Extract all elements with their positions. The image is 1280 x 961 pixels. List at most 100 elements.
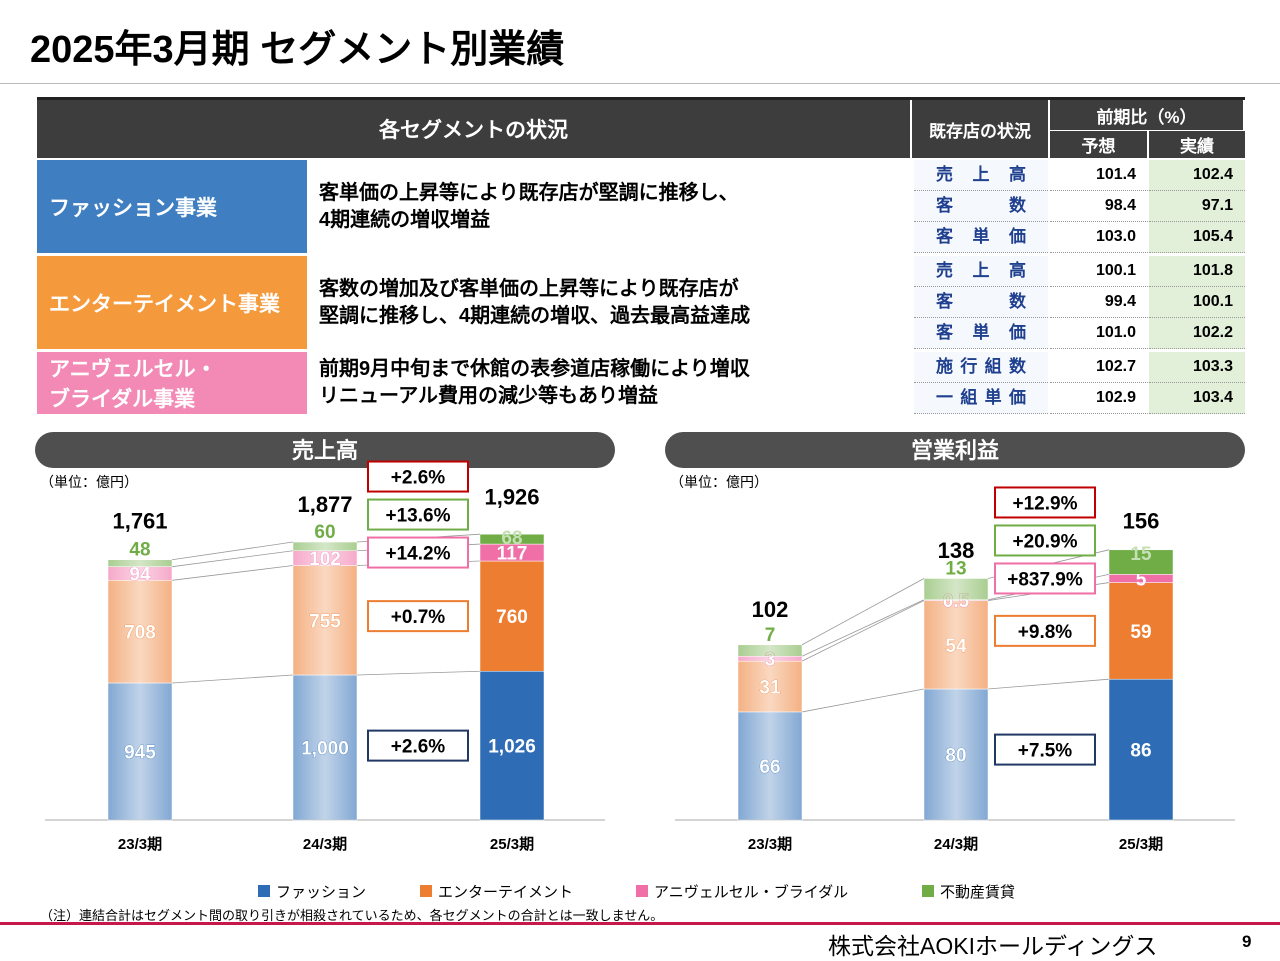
bar-segment <box>107 559 173 567</box>
forecast-value: 102.9 <box>1050 383 1148 414</box>
total-label: 102 <box>752 597 789 622</box>
segment-description: 客数の増加及び客単価の上昇等により既存店が 堅調に推移し、4期連続の増収、過去最高… <box>307 256 912 349</box>
x-tick-label: 23/3期 <box>118 835 162 853</box>
x-tick-label: 25/3期 <box>490 835 534 853</box>
total-label: 156 <box>1123 509 1160 534</box>
segment-label: 117 <box>497 544 528 565</box>
change-box <box>367 536 469 569</box>
segment-label: 86 <box>1130 741 1151 762</box>
segment-label: 1,000 <box>301 739 349 760</box>
change-label: +14.2% <box>386 544 451 565</box>
bar-segment <box>479 670 545 821</box>
segment-name-line: アニヴェルセル・ <box>49 358 217 381</box>
legend-swatch <box>636 885 648 897</box>
connector <box>171 565 294 581</box>
segment-label: 102 <box>309 549 341 570</box>
connector <box>171 550 294 568</box>
panel-header <box>665 432 1245 468</box>
segment-label: 54 <box>945 636 967 657</box>
segment-label: 66 <box>759 757 780 778</box>
bar-segment <box>292 674 358 821</box>
description-line: 4期連続の増収増益 <box>319 208 491 231</box>
total-label: 138 <box>938 538 975 563</box>
bar-segment <box>923 688 989 821</box>
total-label: 1,761 <box>112 509 167 534</box>
title-rule <box>0 83 1280 84</box>
footer-rule <box>0 922 1280 925</box>
segment-label: 80 <box>945 746 966 767</box>
forecast-value: 101.4 <box>1050 160 1148 191</box>
segment-description: 前期9月中旬まで休館の表参道店稼働により増収 リニューアル費用の減少等もあり増益 <box>307 352 912 414</box>
change-label: +837.9% <box>1007 569 1083 590</box>
bar-segment <box>1108 582 1174 680</box>
description-line: リニューアル費用の減少等もあり増益 <box>319 385 658 407</box>
change-box <box>994 524 1096 557</box>
legend-label: ファッション <box>276 884 366 901</box>
bar-segment <box>737 711 803 821</box>
change-label: +2.6% <box>391 468 446 489</box>
description-line: 客単価の上昇等により既存店が堅調に推移し、 <box>319 181 739 204</box>
header-cell: 各セグメントの状況 <box>37 100 912 158</box>
change-box <box>994 614 1096 647</box>
metric-label: 客数 <box>914 287 1048 318</box>
change-label: +7.5% <box>1018 741 1073 762</box>
segment-name-line: エンターテイメント事業 <box>49 292 280 316</box>
unit-label: （単位：億円） <box>40 474 138 490</box>
unit-label: （単位：億円） <box>670 474 768 490</box>
segment-name: アニヴェルセル・ ブライダル事業 <box>37 352 307 414</box>
legend-swatch <box>258 885 270 897</box>
legend-swatch <box>420 885 432 897</box>
change-label: +9.8% <box>1018 622 1073 643</box>
page-number: 9 <box>1242 932 1252 951</box>
segment-label: 1,026 <box>488 737 536 758</box>
change-label: +13.6% <box>386 506 451 527</box>
header-cell: 実績 <box>1149 131 1245 158</box>
actual-value: 100.1 <box>1149 287 1245 318</box>
actual-value: 103.3 <box>1149 352 1245 383</box>
segment-label: 3 <box>765 650 776 671</box>
change-box <box>994 733 1096 766</box>
description-line: 堅調に推移し、4期連続の増収、過去最高益達成 <box>319 304 751 327</box>
bar-segment <box>292 565 358 676</box>
connector <box>801 600 925 662</box>
change-box <box>367 460 469 493</box>
legend-label: 不動産賃貸 <box>940 884 1015 901</box>
connector <box>171 541 294 561</box>
metric-label: 施行組数 <box>914 352 1048 383</box>
segment-label: 94 <box>129 565 151 586</box>
metric-label: 客単価 <box>914 222 1048 253</box>
segment-label: 59 <box>1130 622 1151 643</box>
table-top-bar <box>37 97 1245 101</box>
bar-segment <box>479 533 545 545</box>
segment-label: 5 <box>1136 569 1147 590</box>
change-label: +12.9% <box>1013 493 1078 514</box>
segment-label: 68 <box>501 528 522 549</box>
bar-segment <box>479 560 545 672</box>
header-cell: 既存店の状況 <box>912 100 1050 158</box>
forecast-value: 101.0 <box>1050 318 1148 349</box>
segment-name: エンターテイメント事業 <box>37 256 307 349</box>
change-box <box>994 486 1096 519</box>
x-tick-label: 24/3期 <box>303 835 347 853</box>
segment-name-line: ブライダル事業 <box>49 388 196 411</box>
segment-label: 15 <box>1130 544 1152 565</box>
chart-title: 営業利益 <box>911 438 999 463</box>
bar-segment <box>923 600 989 690</box>
connector <box>801 578 925 646</box>
metric-label: 売上高 <box>914 256 1048 287</box>
metric-label: 客数 <box>914 191 1048 222</box>
bar-segment <box>1108 549 1174 575</box>
actual-value: 102.4 <box>1149 160 1245 191</box>
bar-segment <box>292 541 358 551</box>
connector <box>987 678 1110 690</box>
connector <box>171 674 294 684</box>
bar-segment <box>923 578 989 601</box>
connector <box>801 599 925 657</box>
forecast-value: 102.7 <box>1050 352 1148 383</box>
legend-swatch <box>922 885 934 897</box>
x-tick-label: 24/3期 <box>934 835 978 853</box>
metric-label: 一組単価 <box>914 383 1048 414</box>
total-label: 1,877 <box>297 492 352 517</box>
connector <box>356 670 481 676</box>
